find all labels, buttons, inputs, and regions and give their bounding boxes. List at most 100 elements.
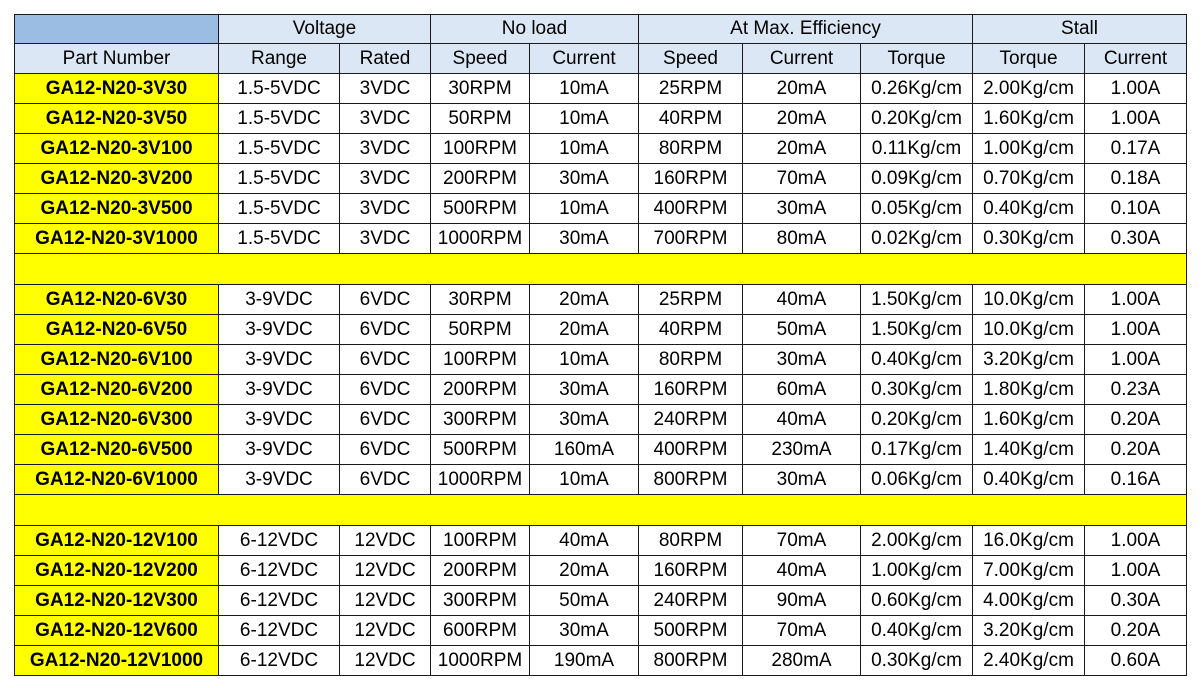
part-number-cell: GA12-N20-3V100: [14, 133, 219, 164]
efficiency-torque-cell: 0.26Kg/cm: [860, 73, 973, 104]
stall-torque-cell: 10.0Kg/cm: [972, 314, 1085, 345]
stall-current-cell: 1.00A: [1084, 344, 1187, 375]
efficiency-current-cell: 50mA: [742, 314, 861, 345]
efficiency-torque-cell: 1.50Kg/cm: [860, 314, 973, 345]
voltage-range-cell: 3-9VDC: [218, 374, 340, 405]
stall-current-cell: 0.18A: [1084, 163, 1187, 194]
stall-torque-cell: 0.40Kg/cm: [972, 464, 1085, 495]
voltage-rated-cell: 12VDC: [339, 645, 431, 676]
group-header-stall: Stall: [972, 14, 1187, 44]
stall-current-cell: 1.00A: [1084, 103, 1187, 134]
voltage-rated-cell: 6VDC: [339, 314, 431, 345]
stall-torque-cell: 1.80Kg/cm: [972, 374, 1085, 405]
voltage-rated-cell: 3VDC: [339, 73, 431, 104]
part-number-cell: GA12-N20-3V50: [14, 103, 219, 134]
stall-torque-cell: 2.40Kg/cm: [972, 645, 1085, 676]
stall-current-cell: 0.60A: [1084, 645, 1187, 676]
stall-torque-cell: 3.20Kg/cm: [972, 615, 1085, 646]
efficiency-torque-cell: 0.11Kg/cm: [860, 133, 973, 164]
stall-current-cell: 0.20A: [1084, 404, 1187, 435]
table-row: GA12-N20-3V50 1.5-5VDC 3VDC 50RPM 10mA 40RPM 2…: [14, 103, 1187, 134]
header-no-load-speed: Speed: [430, 43, 530, 74]
table-row: GA12-N20-3V100 1.5-5VDC 3VDC 100RPM 10mA 80RP…: [14, 133, 1187, 164]
part-number-cell: GA12-N20-6V300: [14, 404, 219, 435]
stall-torque-cell: 1.40Kg/cm: [972, 434, 1085, 465]
table-row: GA12-N20-6V200 3-9VDC 6VDC 200RPM 30mA 160RPM…: [14, 374, 1187, 405]
efficiency-speed-cell: 25RPM: [638, 284, 743, 315]
voltage-rated-cell: 6VDC: [339, 284, 431, 315]
efficiency-torque-cell: 0.40Kg/cm: [860, 344, 973, 375]
no-load-speed-cell: 50RPM: [430, 314, 530, 345]
efficiency-current-cell: 30mA: [742, 193, 861, 224]
no-load-current-cell: 30mA: [529, 163, 639, 194]
part-number-cell: GA12-N20-12V200: [14, 555, 219, 586]
no-load-speed-cell: 200RPM: [430, 555, 530, 586]
no-load-speed-cell: 30RPM: [430, 73, 530, 104]
voltage-range-cell: 3-9VDC: [218, 464, 340, 495]
header-efficiency-speed: Speed: [638, 43, 743, 74]
stall-current-cell: 0.20A: [1084, 434, 1187, 465]
header-part-number: Part Number: [14, 43, 219, 74]
voltage-range-cell: 6-12VDC: [218, 555, 340, 586]
table-row: GA12-N20-6V50 3-9VDC 6VDC 50RPM 20mA 40RPM 50m…: [14, 314, 1187, 345]
no-load-current-cell: 40mA: [529, 525, 639, 556]
voltage-rated-cell: 12VDC: [339, 555, 431, 586]
voltage-rated-cell: 6VDC: [339, 434, 431, 465]
no-load-current-cell: 30mA: [529, 404, 639, 435]
efficiency-speed-cell: 80RPM: [638, 133, 743, 164]
stall-current-cell: 0.17A: [1084, 133, 1187, 164]
no-load-speed-cell: 300RPM: [430, 404, 530, 435]
efficiency-speed-cell: 160RPM: [638, 555, 743, 586]
sub-header-row: Part Number Range Rated Speed Current Sp…: [14, 43, 1187, 74]
table-row: GA12-N20-12V1000 6-12VDC 12VDC 1000RPM 190mA…: [14, 645, 1187, 676]
table-row: GA12-N20-3V500 1.5-5VDC 3VDC 500RPM 10mA 400R…: [14, 193, 1187, 224]
efficiency-speed-cell: 400RPM: [638, 434, 743, 465]
part-number-cell: GA12-N20-3V500: [14, 193, 219, 224]
header-efficiency-torque: Torque: [860, 43, 973, 74]
efficiency-speed-cell: 700RPM: [638, 223, 743, 254]
table-row: GA12-N20-12V300 6-12VDC 12VDC 300RPM 50mA 240…: [14, 585, 1187, 616]
voltage-range-cell: 6-12VDC: [218, 525, 340, 556]
voltage-range-cell: 1.5-5VDC: [218, 103, 340, 134]
efficiency-current-cell: 80mA: [742, 223, 861, 254]
efficiency-speed-cell: 800RPM: [638, 464, 743, 495]
table-row: GA12-N20-6V100 3-9VDC 6VDC 100RPM 10mA 80RPM 3…: [14, 344, 1187, 375]
group-separator-cell: [14, 494, 1187, 526]
stall-torque-cell: 4.00Kg/cm: [972, 585, 1085, 616]
efficiency-speed-cell: 80RPM: [638, 344, 743, 375]
no-load-current-cell: 10mA: [529, 73, 639, 104]
part-number-cell: GA12-N20-12V300: [14, 585, 219, 616]
efficiency-speed-cell: 240RPM: [638, 404, 743, 435]
voltage-range-cell: 3-9VDC: [218, 404, 340, 435]
no-load-speed-cell: 500RPM: [430, 193, 530, 224]
stall-torque-cell: 0.70Kg/cm: [972, 163, 1085, 194]
no-load-speed-cell: 30RPM: [430, 284, 530, 315]
no-load-speed-cell: 500RPM: [430, 434, 530, 465]
no-load-current-cell: 20mA: [529, 555, 639, 586]
efficiency-torque-cell: 1.50Kg/cm: [860, 284, 973, 315]
table-row: GA12-N20-12V600 6-12VDC 12VDC 600RPM 30mA 500…: [14, 615, 1187, 646]
voltage-rated-cell: 6VDC: [339, 344, 431, 375]
stall-torque-cell: 2.00Kg/cm: [972, 73, 1085, 104]
part-number-cell: GA12-N20-6V30: [14, 284, 219, 315]
part-number-cell: GA12-N20-6V1000: [14, 464, 219, 495]
part-number-cell: GA12-N20-6V200: [14, 374, 219, 405]
stall-current-cell: 0.23A: [1084, 374, 1187, 405]
efficiency-current-cell: 20mA: [742, 103, 861, 134]
voltage-rated-cell: 3VDC: [339, 193, 431, 224]
header-voltage-rated: Rated: [339, 43, 431, 74]
header-stall-torque: Torque: [972, 43, 1085, 74]
voltage-rated-cell: 6VDC: [339, 464, 431, 495]
no-load-speed-cell: 100RPM: [430, 133, 530, 164]
voltage-rated-cell: 3VDC: [339, 163, 431, 194]
efficiency-torque-cell: 0.30Kg/cm: [860, 374, 973, 405]
voltage-range-cell: 3-9VDC: [218, 434, 340, 465]
voltage-range-cell: 1.5-5VDC: [218, 193, 340, 224]
group-header-voltage: Voltage: [218, 14, 431, 44]
efficiency-current-cell: 230mA: [742, 434, 861, 465]
stall-current-cell: 1.00A: [1084, 555, 1187, 586]
efficiency-speed-cell: 40RPM: [638, 314, 743, 345]
efficiency-current-cell: 70mA: [742, 163, 861, 194]
table-row: GA12-N20-12V100 6-12VDC 12VDC 100RPM 40mA 80R…: [14, 525, 1187, 556]
group-header-row: Voltage No load At Max. Efficiency Stall: [14, 14, 1187, 44]
